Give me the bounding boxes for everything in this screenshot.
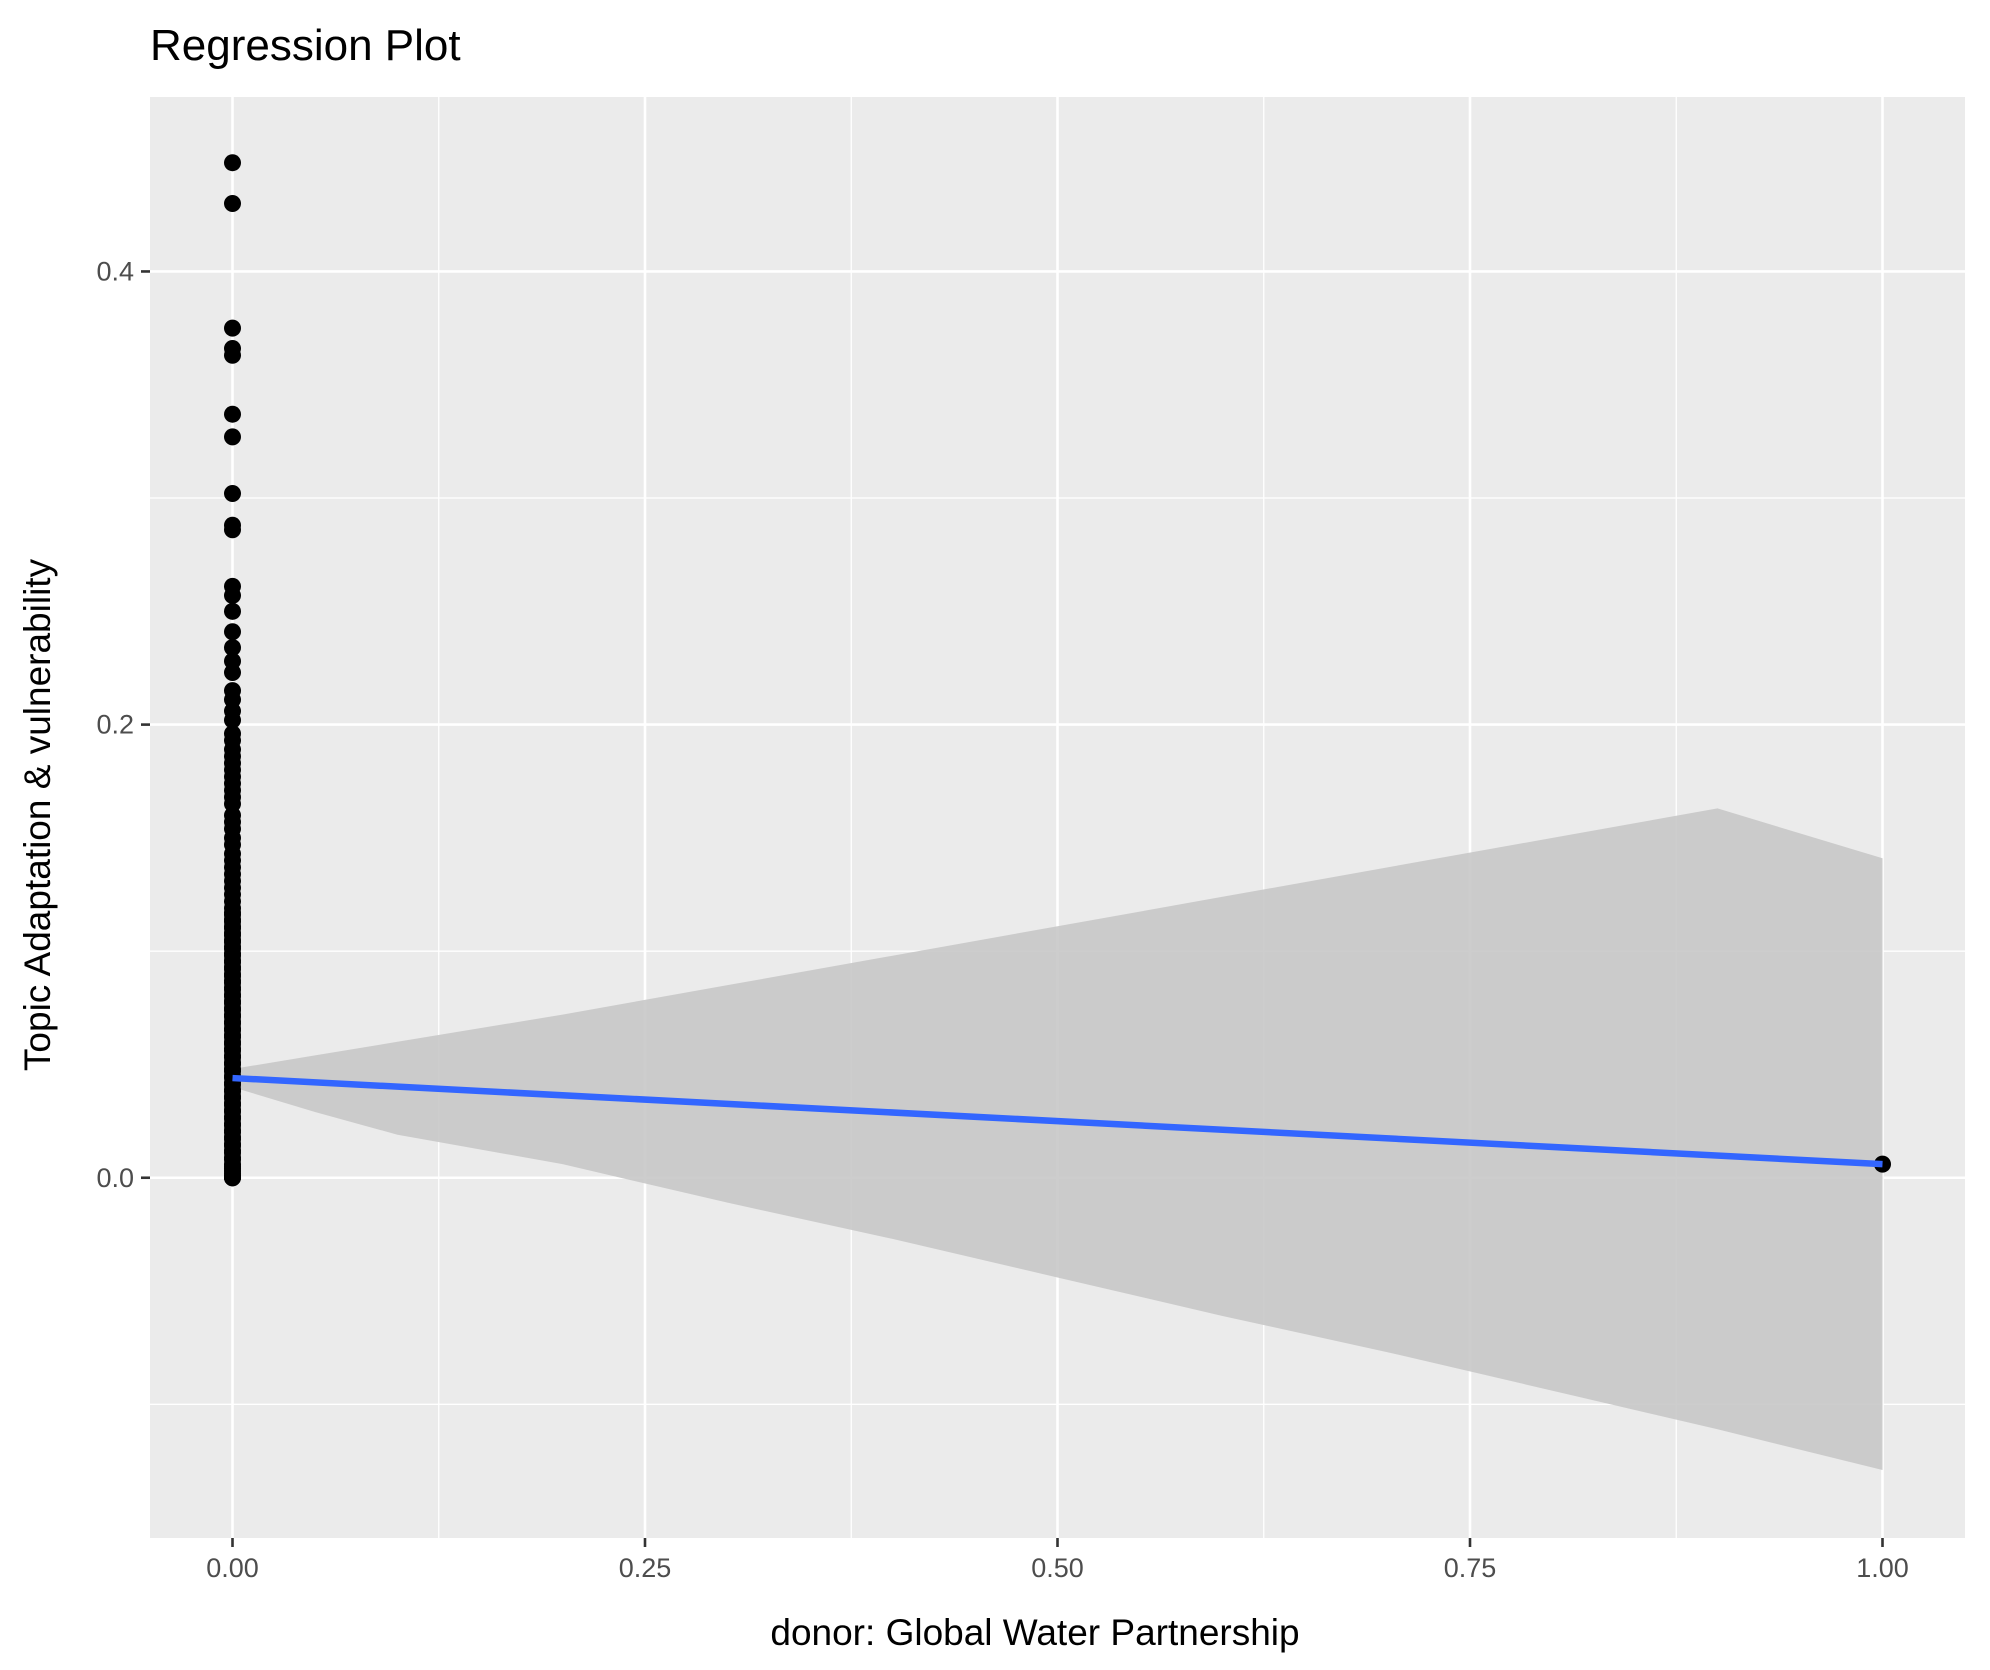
y-tick-label: 0.4 (96, 256, 134, 286)
data-point (224, 346, 241, 364)
data-point (224, 405, 241, 423)
data-point (224, 602, 241, 620)
chart-title: Regression Plot (150, 21, 461, 70)
data-point (224, 521, 241, 539)
y-tick-label: 0.2 (96, 710, 134, 740)
data-point (224, 428, 241, 446)
data-point (224, 711, 241, 729)
y-axis-title: Topic Adaptation & vulnerability (17, 558, 58, 1071)
data-point (224, 904, 241, 922)
data-point (224, 194, 241, 212)
points-layer (224, 154, 1891, 1187)
data-point (224, 623, 241, 641)
x-tick-label: 0.25 (619, 1553, 672, 1583)
x-axis: 0.00 0.25 0.50 0.75 1.00 (206, 1538, 1909, 1583)
regression-line (232, 1074, 1883, 1168)
data-point (224, 154, 241, 172)
regression-line-layer (232, 1074, 1883, 1168)
data-point (224, 639, 241, 657)
y-axis: 0.0 0.2 0.4 (96, 256, 150, 1193)
data-point (224, 485, 241, 503)
x-axis-title: donor: Global Water Partnership (770, 1612, 1299, 1653)
x-tick-label: 0.50 (1031, 1553, 1084, 1583)
confidence-band-layer (232, 808, 1883, 1471)
data-point (224, 319, 241, 337)
x-tick-label: 0.75 (1444, 1553, 1497, 1583)
x-tick-label: 1.00 (1856, 1553, 1909, 1583)
data-point (224, 663, 241, 681)
data-point (224, 586, 241, 604)
confidence-band (232, 808, 1883, 1471)
x-tick-label: 0.00 (206, 1553, 259, 1583)
y-tick-label: 0.0 (96, 1163, 134, 1193)
